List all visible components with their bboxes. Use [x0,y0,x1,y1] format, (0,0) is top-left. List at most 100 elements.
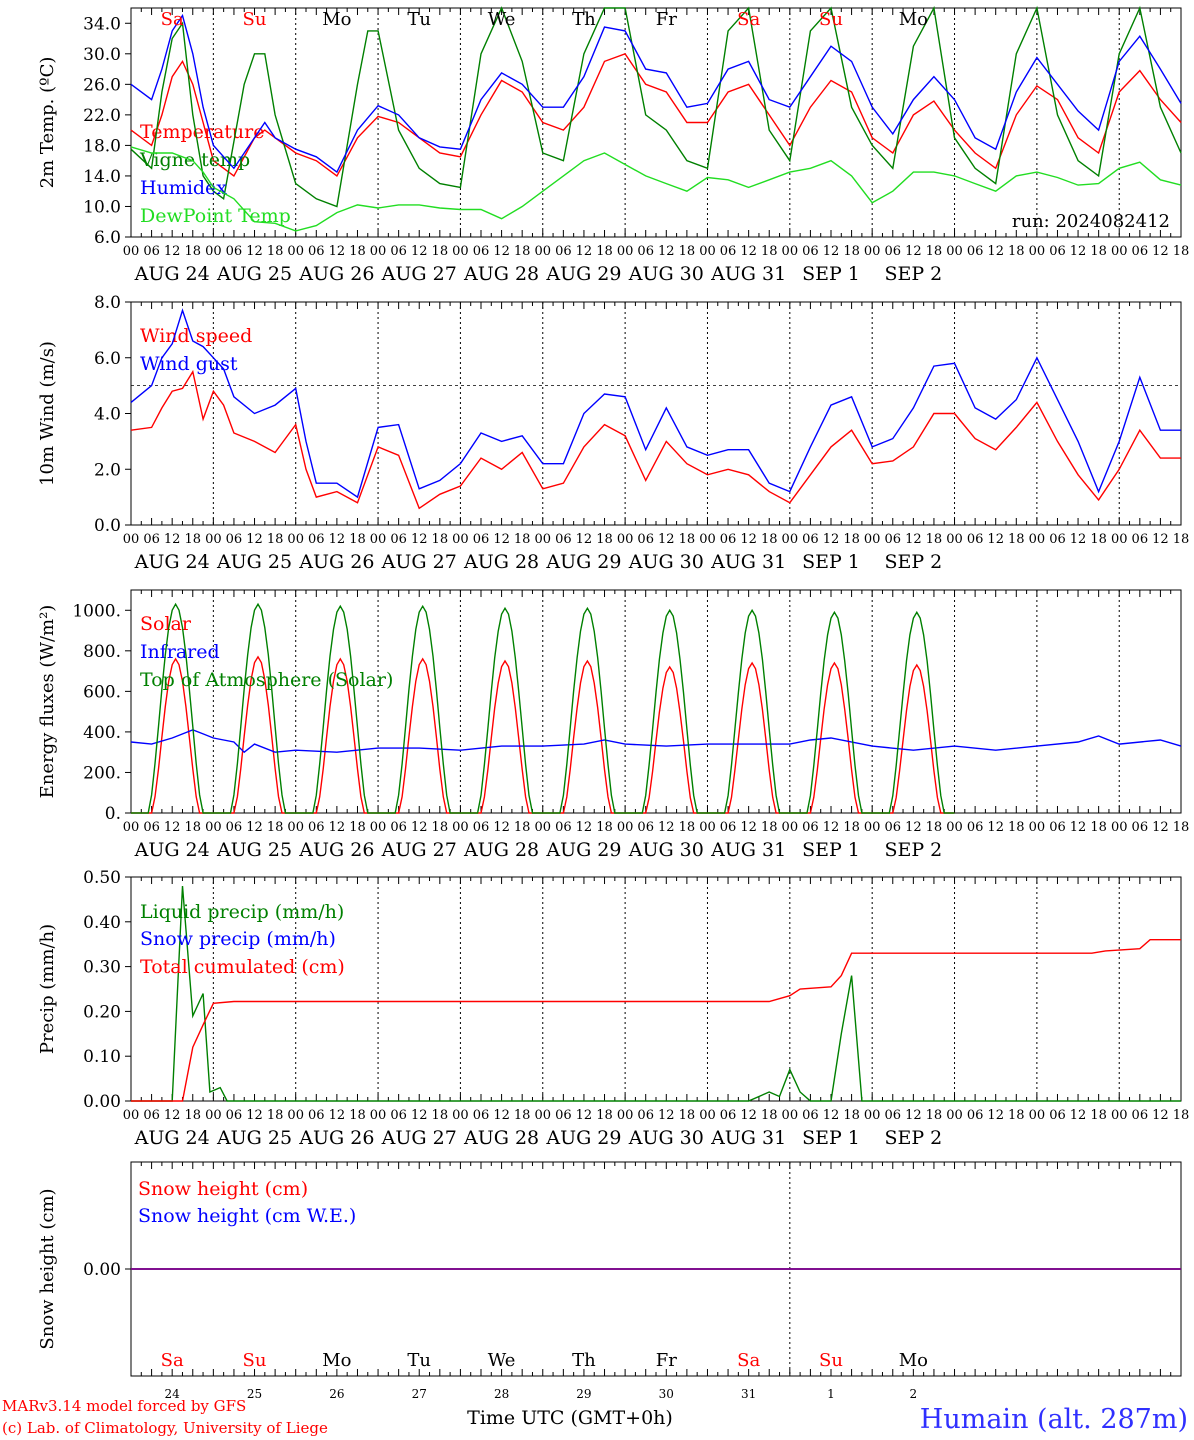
hour-label: 00 [699,244,716,259]
hour-label: 18 [1008,820,1025,835]
hour-label: 00 [1111,820,1128,835]
hour-label: 18 [679,532,696,547]
hour-label: 18 [761,244,778,259]
hour-label: 18 [596,244,613,259]
y-tick-label: 22.0 [83,106,121,126]
hour-label: 06 [884,820,901,835]
hour-label: 06 [1049,532,1066,547]
hour-label: 12 [493,244,510,259]
hour-label: 12 [246,820,263,835]
series-line [130,52,1182,177]
hour-label: 12 [987,244,1004,259]
hour-label: 18 [596,532,613,547]
date-label: AUG 30 [628,551,704,573]
hour-label: 12 [658,1108,675,1123]
hour-label: 18 [349,1108,366,1123]
hour-label: 18 [267,532,284,547]
hour-label: 12 [246,244,263,259]
series-line [130,308,1181,499]
day-name: Sa [161,1350,184,1371]
series-line [130,369,1181,510]
hour-label: 12 [1152,244,1169,259]
hour-label: 12 [246,532,263,547]
hour-label: 12 [493,532,510,547]
hour-label: 18 [184,1108,201,1123]
hour-label: 00 [782,244,799,259]
hour-label: 18 [1090,532,1107,547]
hour-label: 18 [1090,820,1107,835]
hour-label: 06 [308,820,325,835]
date-label: AUG 30 [628,1127,704,1149]
hour-label: 00 [205,1108,222,1123]
hour-label: 00 [864,532,881,547]
y-tick-label: 6.0 [94,228,121,248]
hour-label: 18 [432,532,449,547]
hour-label: 06 [802,244,819,259]
hour-label: 06 [555,820,572,835]
hour-label: 00 [287,532,304,547]
hour-label: 00 [1029,820,1046,835]
hour-label: 06 [802,820,819,835]
hour-label: 18 [184,820,201,835]
panel-frame [130,589,1182,814]
y-axis-label: 10m Wind (m/s) [37,341,58,486]
lab-credit: (c) Lab. of Climatology, University of L… [2,1419,328,1437]
hour-label: 12 [823,532,840,547]
legend-entry: Top of Atmosphere (Solar) [140,669,393,691]
hour-label: 12 [905,820,922,835]
day-name: Mo [322,9,351,30]
date-label: AUG 25 [216,1127,292,1149]
date-label: AUG 24 [134,839,210,861]
hour-label: 06 [637,532,654,547]
y-tick-label: 8.0 [94,293,121,313]
hour-label: 06 [473,1108,490,1123]
hour-label: 18 [349,244,366,259]
hour-label: 12 [905,1108,922,1123]
date-label: SEP 1 [802,263,860,285]
hour-label: 12 [329,532,346,547]
hour-label: 00 [370,532,387,547]
date-label: AUG 29 [545,839,621,861]
hour-label: 12 [905,244,922,259]
hour-label: 12 [164,820,181,835]
y-tick-label: 0.50 [83,868,121,888]
hour-label: 18 [926,244,943,259]
day-number: 1 [827,1387,835,1401]
y-tick-label: 0. [105,804,121,824]
legend-entry: DewPoint Temp [140,205,291,227]
day-name: Su [243,1350,267,1371]
y-tick-label: 18.0 [83,136,121,156]
hour-label: 12 [740,1108,757,1123]
day-name: Su [819,1350,843,1371]
hour-label: 18 [1173,1108,1190,1123]
date-label: SEP 2 [884,263,942,285]
hour-label: 12 [164,532,181,547]
hour-label: 06 [1049,244,1066,259]
hour-label: 00 [123,1108,140,1123]
hour-label: 12 [740,532,757,547]
hour-label: 00 [946,820,963,835]
hour-label: 00 [534,244,551,259]
date-label: AUG 27 [381,263,457,285]
hour-label: 12 [905,532,922,547]
footer: MARv3.14 model forced by GFS (c) Lab. of… [2,1397,1188,1437]
hour-label: 06 [637,1108,654,1123]
hour-label: 06 [308,532,325,547]
hour-label: 06 [1049,820,1066,835]
date-label: AUG 29 [545,263,621,285]
date-label: AUG 28 [463,551,539,573]
hour-label: 12 [329,244,346,259]
legend-entry: Snow height (cm W.E.) [138,1205,356,1227]
date-label: AUG 24 [134,551,210,573]
hour-label: 06 [720,820,737,835]
hour-label: 06 [226,820,243,835]
legend-entry: Wind speed [140,325,252,347]
hour-label: 18 [926,1108,943,1123]
day-number: 27 [412,1387,427,1401]
hour-label: 06 [1132,820,1149,835]
hour-label: 00 [946,244,963,259]
hour-label: 12 [576,244,593,259]
hour-label: 06 [720,532,737,547]
hour-label: 06 [967,1108,984,1123]
hour-label: 12 [493,820,510,835]
